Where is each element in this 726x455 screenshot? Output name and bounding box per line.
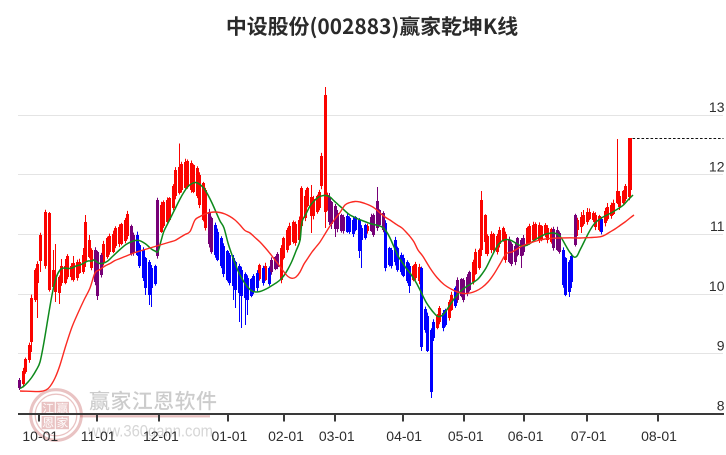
- svg-text:11: 11: [710, 218, 725, 234]
- svg-text:12-01: 12-01: [143, 428, 179, 444]
- svg-text:www.360gann.com: www.360gann.com: [87, 423, 213, 441]
- svg-text:07-01: 07-01: [571, 428, 607, 444]
- svg-text:11-01: 11-01: [81, 428, 116, 444]
- svg-text:10-01: 10-01: [22, 428, 58, 444]
- svg-text:03-01: 03-01: [319, 428, 355, 444]
- svg-text:12: 12: [709, 159, 725, 175]
- svg-text:10: 10: [709, 278, 725, 294]
- svg-text:8: 8: [717, 397, 725, 413]
- svg-text:06-01: 06-01: [508, 428, 544, 444]
- svg-text:05-01: 05-01: [448, 428, 484, 444]
- svg-text:04-01: 04-01: [386, 428, 422, 444]
- svg-text:9: 9: [717, 338, 725, 354]
- svg-text:01-01: 01-01: [211, 428, 247, 444]
- svg-text:02-01: 02-01: [268, 428, 304, 444]
- svg-text:08-01: 08-01: [641, 428, 677, 444]
- svg-text:13: 13: [709, 99, 725, 115]
